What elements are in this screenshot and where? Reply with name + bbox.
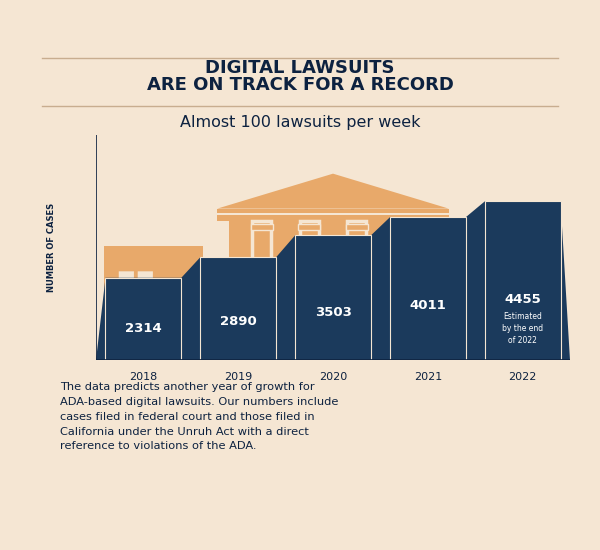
Bar [485, 201, 560, 360]
Bar [217, 208, 449, 213]
Bar [300, 221, 319, 360]
Bar [106, 278, 181, 360]
Bar [229, 221, 437, 360]
Text: 4011: 4011 [409, 299, 446, 312]
Bar [347, 221, 366, 360]
Text: Estimated
by the end
of 2022: Estimated by the end of 2022 [502, 312, 543, 345]
Text: 2890: 2890 [220, 315, 257, 328]
Bar [390, 217, 466, 360]
FancyBboxPatch shape [119, 271, 134, 287]
Text: ARE ON TRACK FOR A RECORD: ARE ON TRACK FOR A RECORD [146, 76, 454, 94]
Bar [251, 224, 273, 230]
Bar [298, 224, 320, 230]
FancyBboxPatch shape [138, 271, 153, 287]
Bar [463, 265, 562, 360]
Text: The data predicts another year of growth for
ADA-based digital lawsuits. Our num: The data predicts another year of growth… [60, 382, 338, 452]
Bar [393, 224, 415, 230]
FancyBboxPatch shape [493, 294, 508, 310]
Bar [346, 224, 368, 230]
Text: 2020: 2020 [319, 372, 347, 382]
FancyBboxPatch shape [119, 324, 134, 339]
Bar [395, 221, 413, 360]
Text: 2019: 2019 [224, 372, 253, 382]
Bar [217, 215, 449, 221]
FancyBboxPatch shape [493, 324, 508, 339]
Text: NUMBER OF CASES: NUMBER OF CASES [47, 203, 56, 292]
FancyBboxPatch shape [138, 324, 153, 339]
Polygon shape [96, 201, 570, 360]
Bar [253, 221, 271, 360]
Bar [295, 235, 371, 360]
Text: Almost 100 lawsuits per week: Almost 100 lawsuits per week [180, 114, 420, 130]
FancyBboxPatch shape [138, 298, 153, 314]
Polygon shape [217, 174, 449, 208]
FancyBboxPatch shape [119, 298, 134, 314]
Text: 2022: 2022 [508, 372, 537, 382]
Bar [104, 246, 203, 360]
FancyBboxPatch shape [474, 324, 490, 339]
Text: 2018: 2018 [129, 372, 158, 382]
Bar [200, 257, 276, 360]
Text: 2021: 2021 [413, 372, 442, 382]
Text: DIGITAL LAWSUITS: DIGITAL LAWSUITS [205, 59, 395, 77]
Text: 4455: 4455 [504, 293, 541, 306]
FancyBboxPatch shape [474, 294, 490, 310]
Text: 2314: 2314 [125, 322, 162, 335]
Text: 3503: 3503 [314, 306, 352, 320]
